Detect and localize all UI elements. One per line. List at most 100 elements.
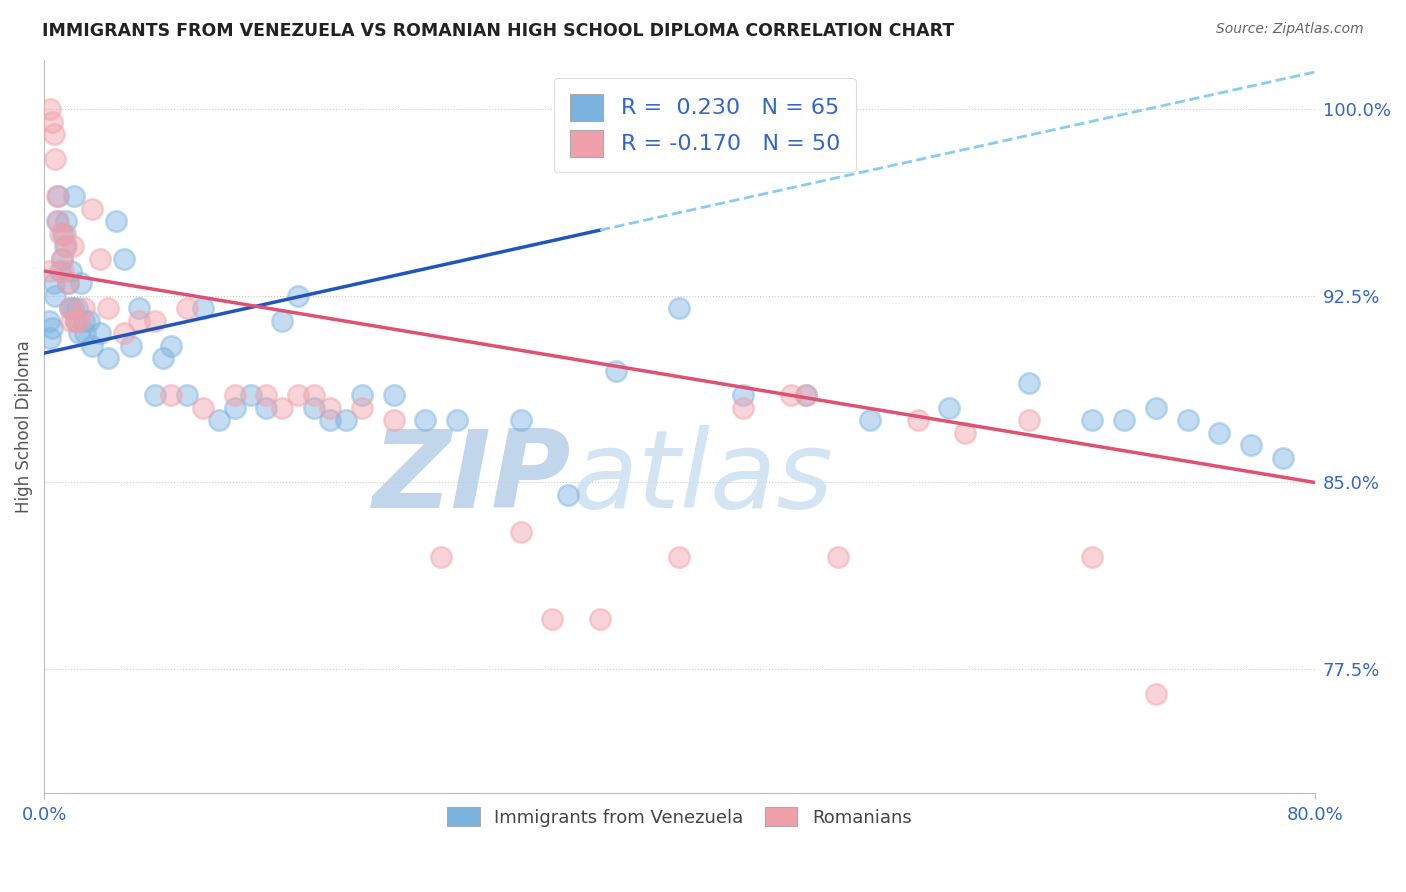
Point: [1271, 450, 1294, 465]
Point: [143, 314, 166, 328]
Point: [41, 115, 63, 129]
Point: [509, 525, 531, 540]
Point: [89, 252, 111, 266]
Point: [39, 103, 62, 117]
Point: [45, 189, 67, 203]
Point: [97, 351, 120, 365]
Point: [44, 152, 66, 166]
Point: [191, 401, 214, 415]
Point: [67, 314, 90, 328]
Point: [224, 388, 246, 402]
Point: [827, 550, 849, 565]
Point: [112, 252, 135, 266]
Point: [160, 388, 183, 402]
Point: [446, 413, 468, 427]
Point: [55, 214, 77, 228]
Point: [319, 413, 342, 427]
Point: [668, 301, 690, 316]
Point: [287, 289, 309, 303]
Point: [271, 314, 294, 328]
Point: [112, 326, 135, 341]
Point: [48, 189, 70, 203]
Point: [191, 301, 214, 316]
Point: [1144, 687, 1167, 701]
Point: [66, 301, 89, 316]
Point: [143, 388, 166, 402]
Point: [121, 338, 143, 352]
Point: [256, 401, 278, 415]
Point: [77, 314, 100, 328]
Point: [97, 301, 120, 316]
Point: [42, 277, 65, 291]
Point: [39, 331, 62, 345]
Y-axis label: High School Diploma: High School Diploma: [15, 340, 32, 513]
Point: [62, 301, 84, 316]
Point: [955, 425, 977, 440]
Point: [104, 214, 127, 228]
Point: [335, 413, 357, 427]
Point: [49, 227, 72, 241]
Point: [51, 252, 73, 266]
Point: [60, 264, 83, 278]
Point: [73, 314, 96, 328]
Point: [589, 612, 612, 626]
Point: [1018, 376, 1040, 390]
Point: [1112, 413, 1135, 427]
Point: [80, 338, 103, 352]
Point: [382, 388, 405, 402]
Point: [63, 189, 86, 203]
Point: [668, 550, 690, 565]
Point: [60, 314, 83, 328]
Point: [73, 301, 96, 316]
Point: [58, 301, 80, 316]
Point: [53, 239, 76, 253]
Point: [271, 401, 294, 415]
Point: [89, 326, 111, 341]
Point: [731, 401, 754, 415]
Point: [53, 227, 76, 241]
Point: [239, 388, 262, 402]
Point: [49, 264, 72, 278]
Point: [56, 277, 79, 291]
Point: [42, 127, 65, 141]
Point: [176, 301, 198, 316]
Point: [859, 413, 882, 427]
Point: [256, 388, 278, 402]
Point: [382, 413, 405, 427]
Point: [796, 388, 818, 402]
Point: [41, 321, 63, 335]
Point: [731, 388, 754, 402]
Point: [69, 277, 91, 291]
Point: [1081, 550, 1104, 565]
Point: [65, 314, 87, 328]
Point: [1208, 425, 1230, 440]
Point: [907, 413, 929, 427]
Point: [52, 264, 75, 278]
Point: [302, 401, 325, 415]
Point: [287, 388, 309, 402]
Point: [1240, 438, 1263, 452]
Point: [176, 388, 198, 402]
Point: [128, 301, 150, 316]
Text: Source: ZipAtlas.com: Source: ZipAtlas.com: [1216, 22, 1364, 37]
Point: [541, 612, 564, 626]
Point: [1018, 413, 1040, 427]
Point: [80, 202, 103, 216]
Text: atlas: atlas: [571, 425, 834, 531]
Point: [58, 301, 80, 316]
Point: [44, 289, 66, 303]
Point: [208, 413, 231, 427]
Point: [38, 264, 60, 278]
Legend: Immigrants from Venezuela, Romanians: Immigrants from Venezuela, Romanians: [439, 798, 921, 836]
Point: [509, 413, 531, 427]
Point: [38, 314, 60, 328]
Point: [48, 214, 70, 228]
Point: [938, 401, 960, 415]
Point: [45, 214, 67, 228]
Point: [67, 326, 90, 341]
Point: [62, 239, 84, 253]
Point: [52, 227, 75, 241]
Point: [55, 239, 77, 253]
Point: [56, 277, 79, 291]
Point: [65, 314, 87, 328]
